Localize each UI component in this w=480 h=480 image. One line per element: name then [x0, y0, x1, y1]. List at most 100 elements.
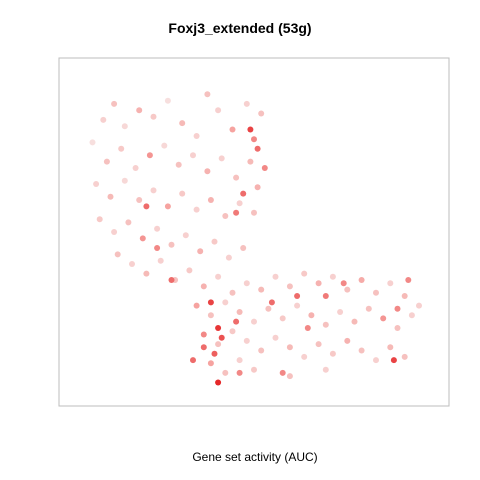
- data-point: [154, 225, 161, 232]
- data-point: [387, 280, 394, 287]
- data-point: [236, 357, 243, 364]
- data-point: [294, 293, 301, 299]
- data-point: [207, 299, 214, 306]
- data-point: [380, 315, 387, 322]
- data-point: [100, 116, 107, 123]
- data-point: [150, 187, 157, 194]
- data-point: [136, 197, 143, 203]
- data-point: [207, 360, 214, 367]
- data-point: [315, 341, 322, 348]
- data-point: [373, 289, 379, 296]
- data-point: [229, 289, 236, 296]
- data-point: [175, 161, 182, 168]
- data-point: [351, 318, 358, 325]
- data-point: [215, 341, 222, 348]
- data-point: [322, 293, 329, 299]
- data-point: [190, 152, 196, 159]
- data-point: [233, 174, 240, 181]
- data-point: [344, 337, 351, 344]
- data-point: [193, 133, 200, 139]
- data-point: [229, 126, 236, 133]
- data-point: [103, 158, 110, 165]
- data-point: [168, 241, 175, 248]
- data-point: [394, 325, 401, 331]
- points-layer: [89, 91, 422, 386]
- data-point: [408, 312, 415, 319]
- data-point: [243, 100, 250, 107]
- data-point: [272, 273, 279, 280]
- data-point: [96, 216, 103, 223]
- data-point: [243, 337, 250, 344]
- data-point: [168, 277, 175, 283]
- data-point: [121, 177, 128, 184]
- data-point: [240, 190, 247, 197]
- data-point: [365, 305, 372, 312]
- data-point: [225, 254, 232, 261]
- chart-title: Foxj3_extended (53g): [168, 20, 312, 36]
- data-point: [236, 309, 243, 315]
- x-axis-label: Gene set activity (AUC): [192, 450, 318, 464]
- data-point: [358, 277, 365, 283]
- data-point: [186, 267, 193, 274]
- data-point: [251, 366, 257, 373]
- data-point: [211, 238, 218, 245]
- data-point: [215, 325, 222, 331]
- data-point: [161, 142, 168, 149]
- data-point: [286, 344, 293, 351]
- data-point: [207, 197, 214, 203]
- data-point: [286, 373, 293, 380]
- data-point: [268, 299, 275, 306]
- data-point: [390, 357, 397, 364]
- data-point: [200, 331, 207, 338]
- data-point: [301, 270, 308, 277]
- data-point: [182, 232, 189, 239]
- data-point: [222, 369, 229, 376]
- data-point: [200, 283, 207, 290]
- data-point: [139, 235, 146, 242]
- data-point: [107, 193, 114, 200]
- data-point: [394, 305, 401, 312]
- data-point: [265, 305, 272, 312]
- data-point: [258, 286, 265, 293]
- data-point: [272, 334, 279, 341]
- data-point: [179, 120, 186, 127]
- data-point: [154, 245, 161, 251]
- data-point: [344, 286, 351, 293]
- data-point: [179, 190, 186, 197]
- data-point: [218, 155, 225, 162]
- data-point: [258, 347, 265, 354]
- data-point: [233, 209, 240, 216]
- data-point: [405, 277, 412, 283]
- data-point: [193, 302, 200, 309]
- data-point: [247, 126, 254, 133]
- data-point: [215, 273, 222, 280]
- data-point: [150, 113, 157, 120]
- data-point: [121, 123, 128, 130]
- data-point: [304, 325, 311, 331]
- data-point: [222, 213, 229, 219]
- data-point: [401, 353, 408, 360]
- data-point: [240, 245, 247, 251]
- data-point: [416, 302, 422, 309]
- data-point: [358, 347, 365, 354]
- data-point: [247, 158, 254, 165]
- data-point: [136, 107, 143, 114]
- data-point: [157, 257, 164, 264]
- data-point: [258, 110, 265, 117]
- data-point: [301, 353, 308, 360]
- data-point: [279, 315, 286, 322]
- data-point: [294, 302, 301, 309]
- data-point: [233, 318, 240, 325]
- data-point: [337, 309, 344, 315]
- data-point: [387, 344, 394, 351]
- data-point: [197, 248, 204, 255]
- data-point: [322, 366, 329, 373]
- data-point: [286, 283, 293, 290]
- data-point: [200, 344, 207, 351]
- data-point: [401, 293, 408, 299]
- data-point: [132, 165, 139, 171]
- data-point: [204, 91, 211, 98]
- data-point: [222, 299, 229, 306]
- plot-frame: [58, 57, 450, 407]
